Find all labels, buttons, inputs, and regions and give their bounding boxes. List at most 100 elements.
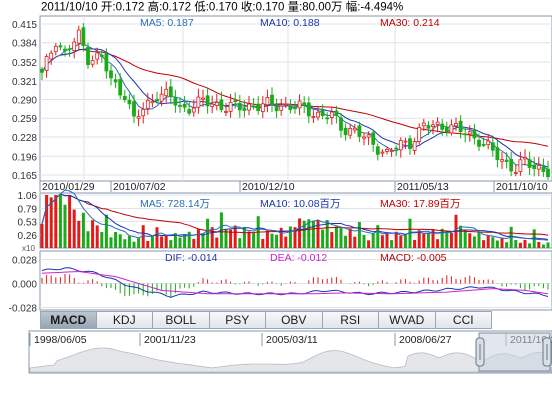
candle-body: [316, 111, 320, 118]
price-axis-tick-label: 0.196: [12, 152, 37, 163]
volume-bar: [114, 232, 118, 248]
volume-bar: [436, 239, 440, 248]
candle-body: [348, 128, 353, 136]
volume-bar: [445, 231, 449, 248]
volume-ma-label: MA10: 10.08百万: [260, 198, 341, 210]
candle-body: [155, 99, 159, 102]
volume-bar: [95, 225, 99, 248]
volume-bar: [178, 237, 182, 248]
candle-body: [67, 48, 72, 51]
volume-bar: [68, 195, 72, 248]
volume-bar: [321, 229, 325, 248]
tab-kdj[interactable]: KDJ: [96, 311, 153, 329]
navigator-date-label: 2008/06/27: [399, 334, 452, 346]
volume-bar: [371, 233, 375, 248]
candle-body: [145, 100, 150, 109]
candle-body: [394, 147, 399, 150]
volume-bar: [376, 225, 380, 248]
candle-body: [467, 131, 472, 135]
volume-bar: [127, 235, 131, 248]
volume-ma5-line: [41, 189, 549, 241]
price-ma-label: MA10: 0.188: [260, 17, 320, 29]
volume-axis-tick-label: 1.06: [18, 191, 38, 202]
tab-obv[interactable]: OBV: [266, 311, 323, 329]
volume-bar: [210, 227, 214, 248]
candle-body: [178, 104, 182, 107]
tab-macd[interactable]: MACD: [40, 311, 97, 329]
quote-header: 2011/10/10 开:0.172 高:0.172 低:0.170 收:0.1…: [41, 0, 403, 14]
volume-bar: [45, 195, 49, 248]
navigator-date-label: 2001/11/23: [144, 334, 196, 346]
candle-body: [247, 103, 251, 111]
volume-bar: [298, 218, 302, 248]
candle-body: [435, 121, 440, 125]
candle-body: [454, 123, 458, 127]
tab-psy[interactable]: PSY: [209, 311, 266, 329]
dif-line: [41, 267, 549, 298]
navigator-range-selection[interactable]: [478, 332, 551, 372]
volume-bar: [77, 220, 81, 248]
volume-bar: [247, 231, 251, 248]
candle-body: [279, 105, 284, 111]
volume-bar: [261, 238, 265, 248]
price-axis-tick-label: 0.165: [12, 171, 37, 182]
volume-bar: [275, 234, 279, 248]
candle-body: [371, 132, 376, 145]
candle-body: [426, 125, 431, 129]
candle-body: [173, 97, 178, 106]
volume-bar: [118, 234, 122, 248]
volume-bar: [100, 232, 104, 248]
candle-body: [270, 94, 274, 105]
candle-body: [99, 54, 104, 57]
candle-body: [490, 142, 495, 151]
volume-bar: [58, 195, 62, 248]
tab-rsi[interactable]: RSI: [322, 311, 379, 329]
price-axis-tick-label: 0.290: [12, 96, 37, 107]
volume-unit-label: x10: [22, 244, 35, 253]
candle-body: [449, 124, 454, 134]
volume-bar: [380, 235, 384, 248]
volume-bar: [422, 233, 426, 248]
volume-bar: [132, 241, 136, 248]
candle-body: [329, 111, 334, 118]
candle-body: [311, 116, 316, 118]
candle-body: [366, 134, 371, 138]
navigator-date-label: 2005/03/11: [266, 334, 318, 346]
candle-body: [334, 110, 339, 117]
candle-body: [481, 144, 486, 146]
volume-bar: [339, 227, 343, 248]
candle-body: [214, 102, 219, 106]
volume-bar: [367, 240, 371, 248]
volume-bar: [385, 233, 389, 248]
tab-cci[interactable]: CCI: [435, 311, 492, 329]
macd-panel: [39, 250, 552, 311]
volume-bar: [509, 226, 513, 248]
candle-body: [224, 111, 228, 113]
candle-body: [283, 103, 288, 106]
candle-body: [486, 140, 491, 146]
date-axis-label: 2010/12/10: [242, 181, 295, 193]
dea-line: [41, 270, 549, 295]
tab-boll[interactable]: BOLL: [153, 311, 210, 329]
macd-label: MACD: -0.005: [380, 252, 447, 264]
volume-bar: [523, 239, 527, 248]
volume-bar: [160, 236, 164, 248]
candle-body: [81, 27, 86, 46]
volume-bar: [482, 240, 486, 248]
candle-body: [546, 168, 550, 178]
volume-bar: [394, 231, 398, 248]
candle-body: [477, 139, 481, 147]
volume-axis-tick-label: 0.53: [18, 218, 38, 229]
volume-bar: [413, 239, 417, 248]
volume-bar: [270, 233, 274, 248]
volume-bar: [150, 235, 154, 248]
volume-bar: [486, 235, 490, 248]
candle-body: [532, 164, 537, 170]
candle-body: [237, 102, 242, 111]
candle-body: [196, 96, 201, 108]
volume-bar: [224, 229, 228, 248]
volume-bar: [155, 227, 159, 248]
tab-wvad[interactable]: WVAD: [379, 311, 436, 329]
candle-body: [458, 120, 463, 133]
candle-body: [389, 150, 394, 152]
